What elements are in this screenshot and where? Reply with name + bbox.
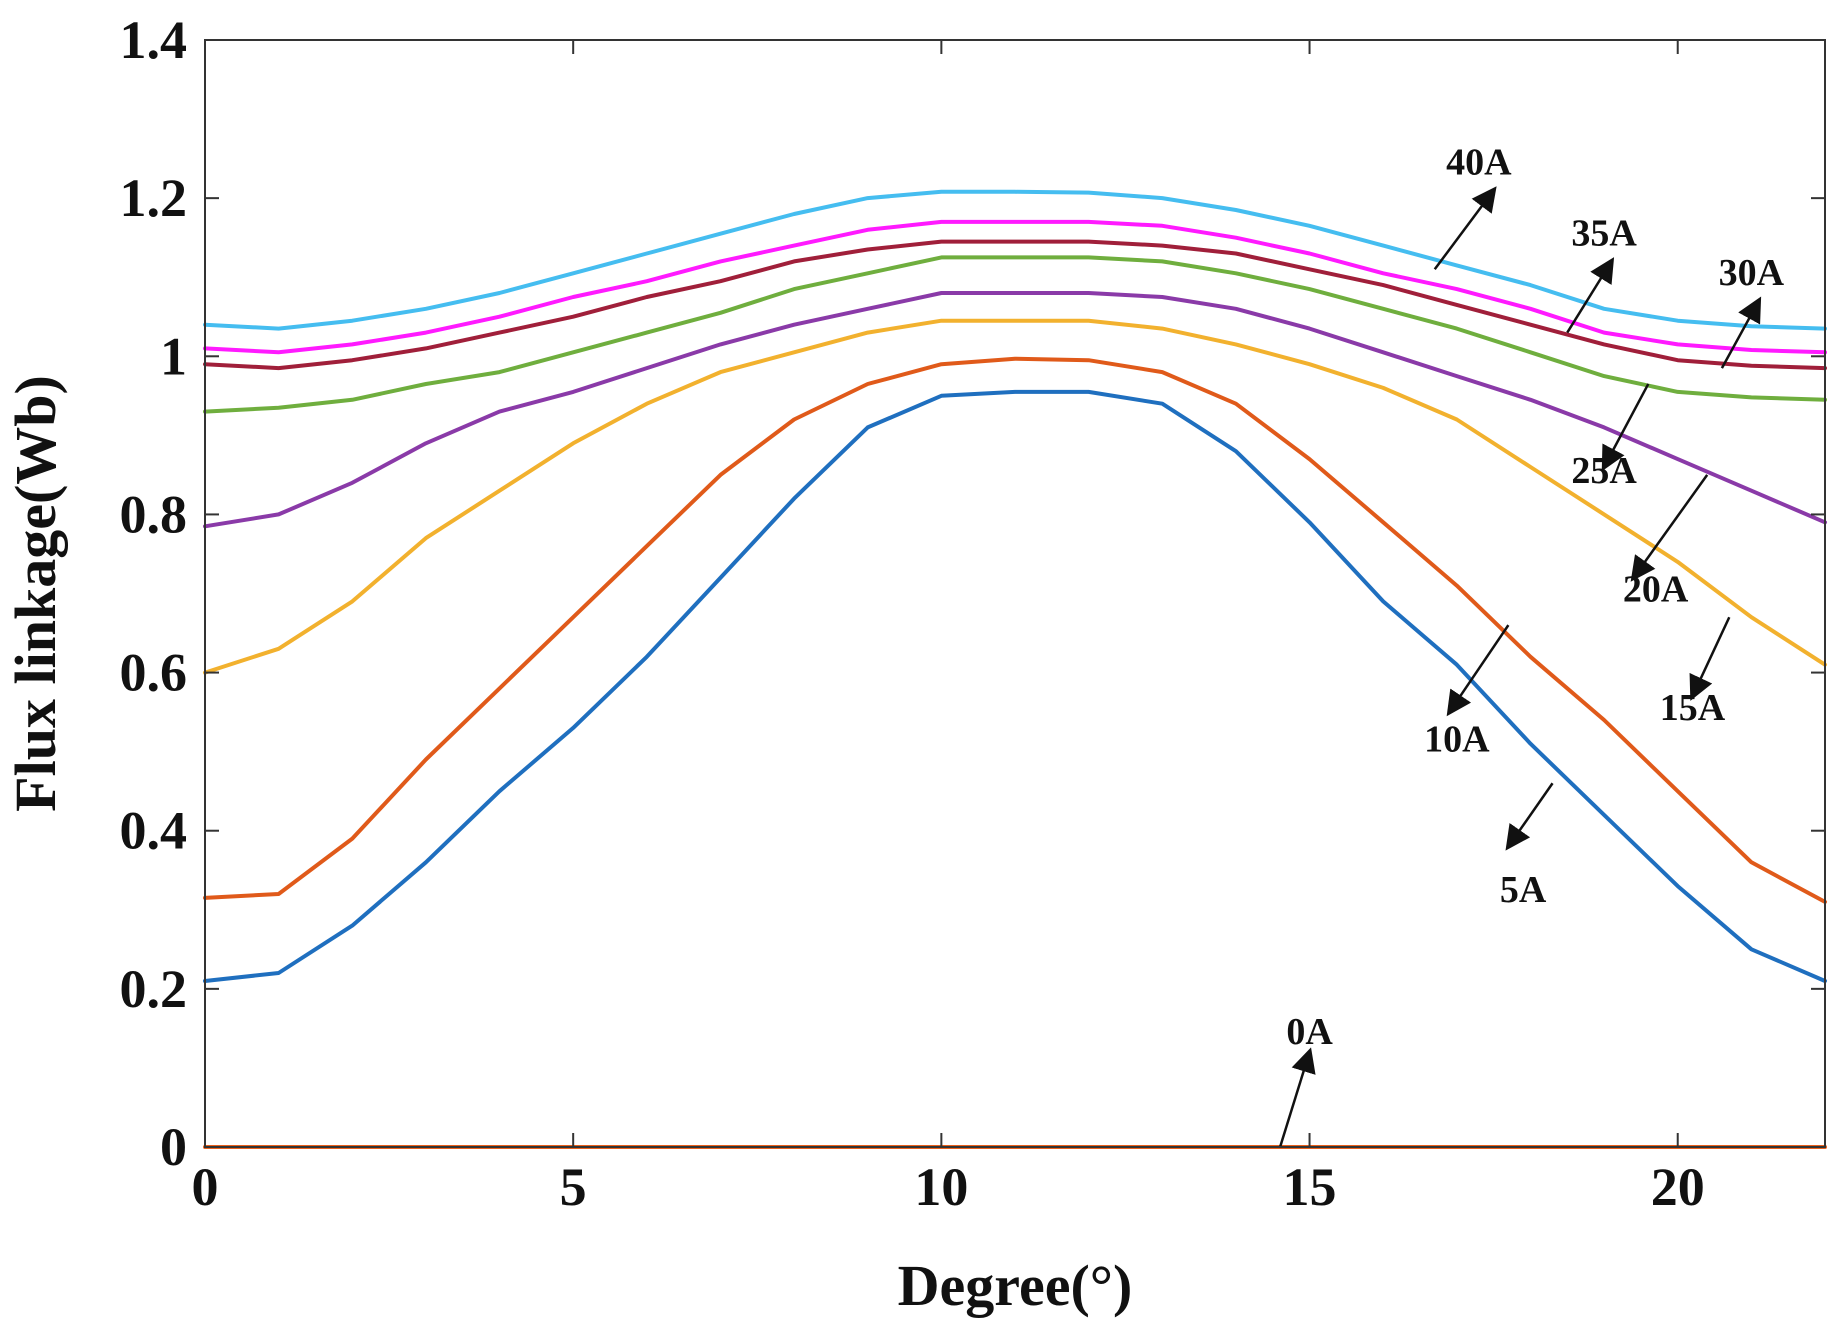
series-line-8 bbox=[203, 189, 1827, 331]
annotation-label-1: 5A bbox=[1500, 869, 1547, 911]
y-tick-label: 1.2 bbox=[120, 168, 188, 228]
annotation-label-6: 30A bbox=[1719, 252, 1785, 294]
annotation-arrow-1 bbox=[1505, 782, 1554, 851]
y-tick-label: 1 bbox=[160, 326, 187, 386]
x-tick-label: 20 bbox=[1651, 1157, 1705, 1217]
y-tick-label: 1.4 bbox=[120, 10, 188, 70]
series-line-1 bbox=[203, 389, 1827, 983]
annotation-arrow-7 bbox=[1566, 257, 1615, 334]
plot-area bbox=[205, 40, 1825, 1147]
y-axis-label: Flux linkage(Wb) bbox=[3, 375, 68, 812]
annotation-label-5: 25A bbox=[1571, 450, 1637, 492]
axes-frame bbox=[204, 39, 1826, 1148]
y-tick-label: 0.2 bbox=[120, 959, 188, 1019]
x-tick-label: 15 bbox=[1283, 1157, 1337, 1217]
x-tick-label: 5 bbox=[560, 1157, 587, 1217]
plot-background bbox=[205, 40, 1825, 1147]
y-tick-label: 0.4 bbox=[120, 801, 188, 861]
annotation-label-8: 40A bbox=[1446, 141, 1512, 183]
series-line-4 bbox=[203, 291, 1827, 529]
annotation-arrow-4 bbox=[1630, 474, 1709, 582]
series-layer bbox=[203, 189, 1827, 1149]
annotation-arrow-3 bbox=[1689, 616, 1731, 701]
series-line-3 bbox=[203, 318, 1827, 675]
y-tick-label: 0.6 bbox=[120, 643, 188, 703]
x-tick-label: 0 bbox=[192, 1157, 219, 1217]
annotation-arrow-5 bbox=[1601, 383, 1650, 472]
series-line-2 bbox=[203, 356, 1827, 904]
annotation-arrow-6 bbox=[1720, 296, 1762, 369]
x-tick-label: 10 bbox=[914, 1157, 968, 1217]
y-tick-label: 0 bbox=[160, 1117, 187, 1177]
annotation-label-4: 20A bbox=[1623, 568, 1689, 610]
x-axis-label: Degree(°) bbox=[898, 1253, 1133, 1318]
series-line-7 bbox=[203, 219, 1827, 355]
annotation-label-2: 10A bbox=[1424, 719, 1490, 761]
annotation-arrow-2 bbox=[1446, 624, 1510, 717]
annotation-arrow-8 bbox=[1433, 186, 1497, 271]
annotation-label-3: 15A bbox=[1660, 687, 1726, 729]
annotation-label-0: 0A bbox=[1286, 1011, 1333, 1053]
series-line-6 bbox=[203, 239, 1827, 371]
axes-layer: 0 5 10 15 20 0 0.2 0.4 0.6 0.8 1 1.2 1.4 bbox=[120, 10, 1826, 1217]
annotation-label-7: 35A bbox=[1571, 213, 1637, 255]
annotation-layer: 0A 5A 10A 15A 20A 25A 30A 35A 40A bbox=[1278, 141, 1785, 1148]
annotation-arrow-0 bbox=[1278, 1047, 1316, 1148]
series-line-5 bbox=[203, 255, 1827, 414]
y-tick-label: 0.8 bbox=[120, 484, 188, 544]
